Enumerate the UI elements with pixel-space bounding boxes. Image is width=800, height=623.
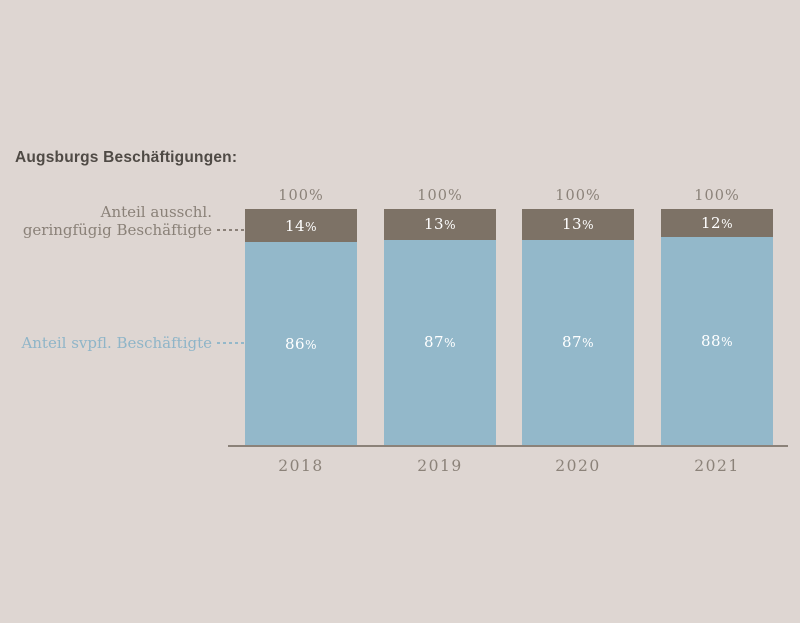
bar-segment-svpfl: 86%	[245, 242, 357, 445]
bar-segment-value: 87%	[424, 333, 456, 352]
bar-segment-svpfl: 88%	[661, 237, 773, 445]
bar-total-label: 100%	[694, 188, 740, 204]
leader-dots-geringfuegig	[217, 229, 246, 231]
legend-label-line2: geringfügig Beschäftigte	[22, 221, 212, 239]
bar-segment-geringfuegig: 14%	[245, 209, 357, 243]
bar-segment-value: 88%	[701, 332, 733, 351]
legend-label-svpfl: Anteil svpfl. Beschäftigte	[21, 334, 212, 352]
bar-group-2020: 100% 13% 87% 2020	[522, 188, 634, 475]
bar-segment-svpfl: 87%	[384, 239, 496, 445]
bar-segment-geringfuegig: 12%	[661, 209, 773, 238]
x-axis-label: 2020	[555, 457, 601, 475]
bar-segment-value: 13%	[562, 215, 594, 234]
bar-segment-value: 86%	[285, 334, 317, 353]
legend-label-line1: Anteil ausschl.	[100, 203, 212, 221]
x-axis-label: 2019	[417, 457, 463, 475]
bar-segment-svpfl: 87%	[522, 239, 634, 445]
legend-label-geringfuegig: Anteil ausschl. geringfügig Beschäftigte	[0, 203, 212, 239]
bar-segment-value: 14%	[285, 216, 317, 235]
bar-segment-value: 87%	[562, 333, 594, 352]
x-axis-line	[228, 445, 788, 447]
bar-group-2021: 100% 12% 88% 2021	[661, 188, 773, 475]
bar-segment-geringfuegig: 13%	[522, 209, 634, 240]
bar-total-label: 100%	[555, 188, 601, 204]
bar-group-2018: 100% 14% 86% 2018	[245, 188, 357, 475]
leader-dots-svpfl	[217, 342, 249, 344]
x-axis-label: 2021	[694, 457, 740, 475]
chart-title: Augsburgs Beschäftigungen:	[15, 149, 238, 166]
bar-segment-value: 12%	[701, 214, 733, 233]
bar-total-label: 100%	[278, 188, 324, 204]
bar-total-label: 100%	[417, 188, 463, 204]
bar-group-2019: 100% 13% 87% 2019	[384, 188, 496, 475]
x-axis-label: 2018	[278, 457, 324, 475]
bar-segment-geringfuegig: 13%	[384, 209, 496, 240]
bar-segment-value: 13%	[424, 215, 456, 234]
